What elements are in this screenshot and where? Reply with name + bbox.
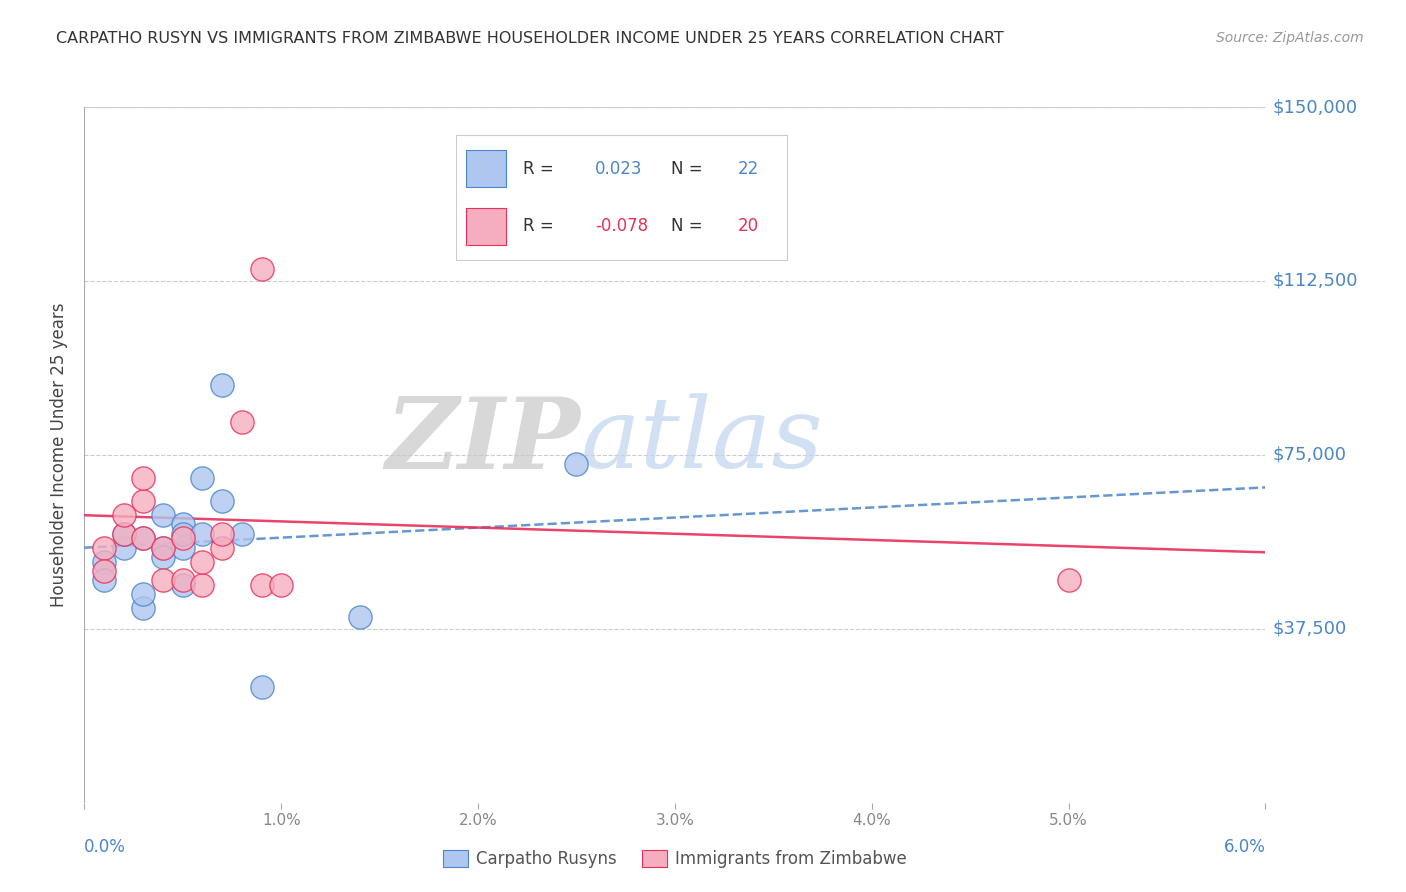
Point (211, 494, 233, 508)
Point (152, 573, 174, 587)
Point (152, 541, 174, 555)
Point (211, 378, 233, 392)
Point (250, 262, 273, 277)
Point (172, 526, 194, 541)
Point (93, 573, 115, 587)
Point (93, 564, 115, 578)
Legend: Carpatho Rusyns, Immigrants from Zimbabwe: Carpatho Rusyns, Immigrants from Zimbabw… (436, 843, 914, 874)
Text: Source: ZipAtlas.com: Source: ZipAtlas.com (1216, 31, 1364, 45)
Point (152, 549, 174, 564)
Point (191, 471, 214, 485)
Point (132, 471, 155, 485)
Point (231, 526, 253, 541)
Point (132, 532, 155, 546)
Point (172, 541, 194, 555)
Text: 0.0%: 0.0% (84, 838, 127, 856)
Point (565, 457, 588, 471)
Point (250, 680, 273, 694)
Point (132, 601, 155, 615)
Point (191, 555, 214, 569)
Point (112, 526, 135, 541)
Point (172, 578, 194, 592)
Text: 6.0%: 6.0% (1223, 838, 1265, 856)
Text: $150,000: $150,000 (1272, 98, 1358, 116)
Text: ZIP: ZIP (385, 392, 581, 489)
Text: $37,500: $37,500 (1272, 620, 1347, 638)
Y-axis label: Householder Income Under 25 years: Householder Income Under 25 years (51, 302, 69, 607)
Point (231, 416, 253, 430)
Text: CARPATHO RUSYN VS IMMIGRANTS FROM ZIMBABWE HOUSEHOLDER INCOME UNDER 25 YEARS COR: CARPATHO RUSYN VS IMMIGRANTS FROM ZIMBAB… (56, 31, 1004, 46)
Point (93, 555, 115, 569)
Point (172, 573, 194, 587)
Point (211, 541, 233, 555)
Point (191, 526, 214, 541)
Point (132, 587, 155, 601)
Point (1057, 573, 1080, 587)
Point (270, 578, 292, 592)
Point (172, 532, 194, 546)
Point (250, 578, 273, 592)
Point (172, 517, 194, 532)
Point (93, 541, 115, 555)
Text: $75,000: $75,000 (1272, 446, 1347, 464)
Point (349, 610, 371, 624)
Point (132, 494, 155, 508)
Point (112, 541, 135, 555)
Point (152, 508, 174, 523)
Point (211, 526, 233, 541)
Point (191, 578, 214, 592)
Text: $112,500: $112,500 (1272, 272, 1358, 290)
Point (132, 532, 155, 546)
Point (152, 541, 174, 555)
Point (112, 526, 135, 541)
Text: atlas: atlas (581, 393, 823, 489)
Point (112, 508, 135, 523)
